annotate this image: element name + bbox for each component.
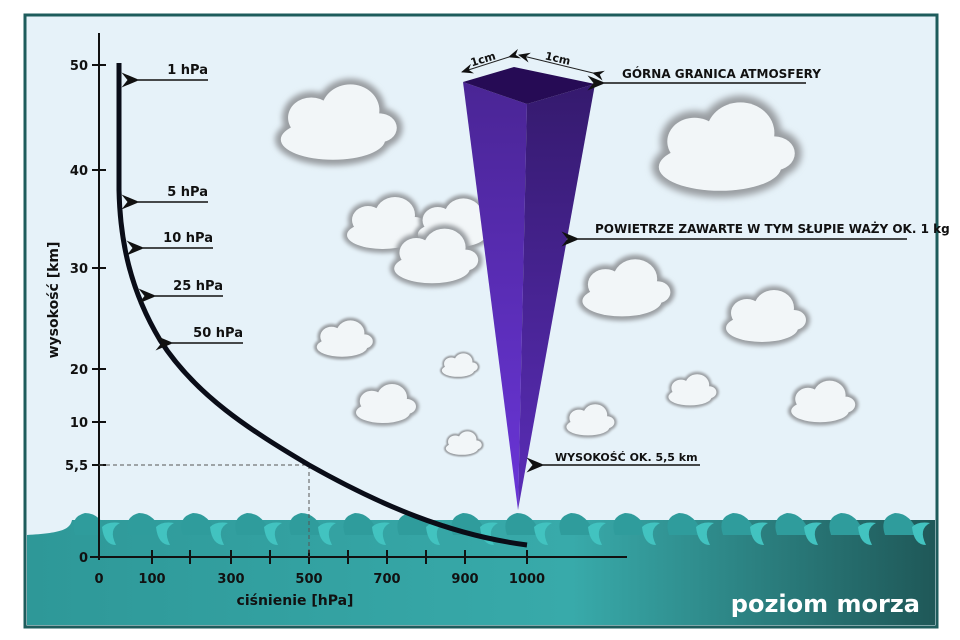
x-tick-label: 100 — [138, 572, 165, 587]
column-weight-label: POWIETRZE ZAWARTE W TYM SŁUPIE WAŻY OK. … — [595, 221, 950, 236]
y-tick-label: 30 — [70, 262, 88, 277]
x-axis-label: ciśnienie [hPa] — [237, 593, 354, 609]
y-tick-label: 50 — [70, 59, 88, 74]
x-tick-label: 900 — [451, 572, 478, 587]
x-tick-label: 0 — [94, 572, 103, 587]
x-tick-label: 500 — [295, 572, 322, 587]
x-tick-label: 1000 — [509, 572, 545, 587]
sea-level-label: poziom morza — [730, 590, 920, 618]
pressure-label: 10 hPa — [163, 231, 213, 246]
column-depth-label: 1cm — [544, 49, 572, 67]
pressure-curve — [116, 63, 528, 548]
pressure-label: 1 hPa — [167, 63, 208, 78]
x-tick-label: 300 — [217, 572, 244, 587]
height-label: WYSOKOŚĆ OK. 5,5 km — [555, 451, 698, 464]
y-axis-label: wysokość [km] — [46, 242, 62, 359]
chart: 0 5,5 10 20 30 40 50 0 100 300 500 700 900 1000 1 hP… — [46, 33, 627, 609]
column-annotations: GÓRNA GRANICA ATMOSFERY POWIETRZE ZAWART… — [526, 66, 950, 473]
y-tick-label: 10 — [70, 416, 88, 431]
y-tick-label: 20 — [70, 363, 88, 378]
pressure-label: 50 hPa — [193, 326, 243, 341]
y-tick-label: 40 — [70, 164, 88, 179]
pressure-label: 25 hPa — [173, 279, 223, 294]
x-tick-label: 700 — [373, 572, 400, 587]
sea — [27, 513, 935, 625]
top-boundary-label: GÓRNA GRANICA ATMOSFERY — [622, 66, 821, 81]
y-tick-label: 0 — [79, 551, 88, 566]
air-column: 1cm 1cm — [461, 48, 605, 510]
y-tick-label: 5,5 — [65, 459, 88, 474]
pressure-label: 5 hPa — [167, 185, 208, 200]
